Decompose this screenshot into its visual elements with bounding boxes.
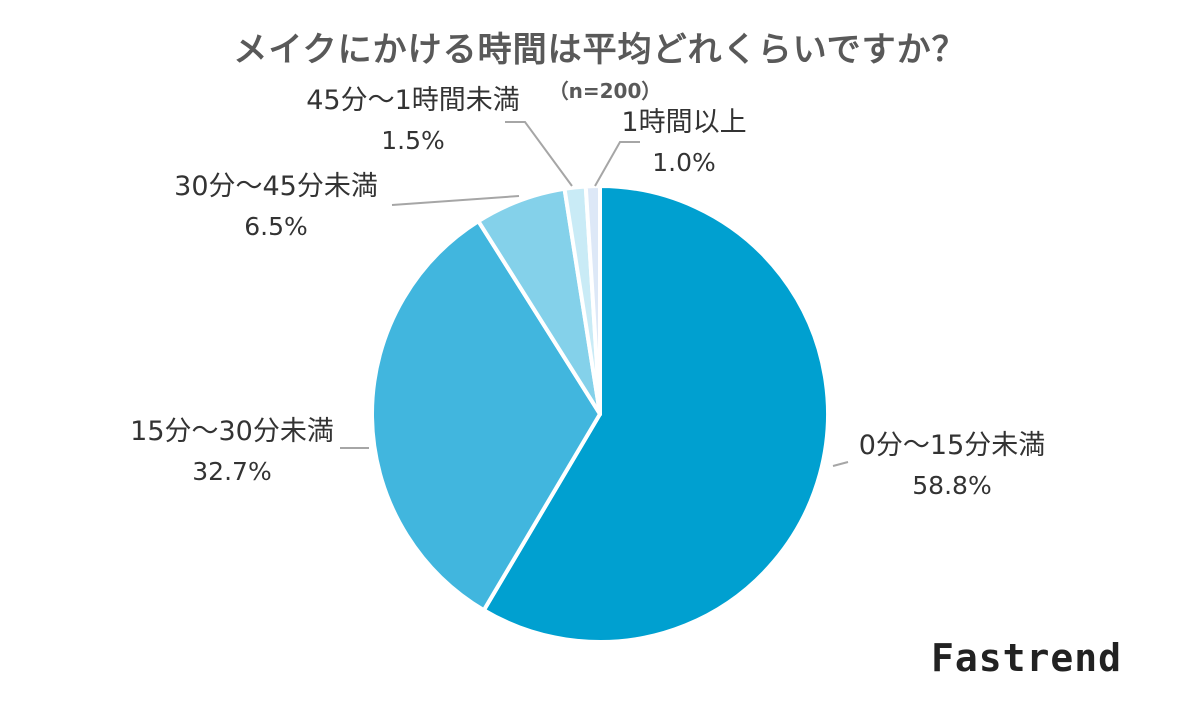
slice-value-label: 58.8% — [912, 471, 991, 500]
slice-value-label: 1.0% — [652, 148, 716, 177]
leader-line — [391, 195, 520, 206]
pie-slice — [370, 219, 602, 613]
leader-line — [594, 141, 640, 187]
leader-line — [832, 461, 849, 467]
slice-value-label: 6.5% — [244, 212, 308, 241]
slice-category-label: 15分〜30分未満 — [130, 416, 334, 447]
slice-value-label: 32.7% — [192, 457, 271, 486]
slice-category-label: 1時間以上 — [621, 107, 746, 138]
pie-slice — [481, 184, 830, 644]
chart-title: メイクにかける時間は平均どれくらいですか？ — [233, 30, 967, 70]
pie-slice — [583, 184, 602, 416]
leader-line — [505, 121, 573, 187]
slice-category-label: 45分〜1時間未満 — [306, 85, 520, 116]
slice-category-label: 30分〜45分未満 — [174, 171, 378, 202]
chart-subtitle: （n=200） — [548, 79, 662, 103]
brand-logo: Fastrend — [930, 636, 1122, 680]
slice-value-label: 1.5% — [381, 126, 445, 155]
slice-category-label: 0分〜15分未満 — [859, 430, 1046, 461]
